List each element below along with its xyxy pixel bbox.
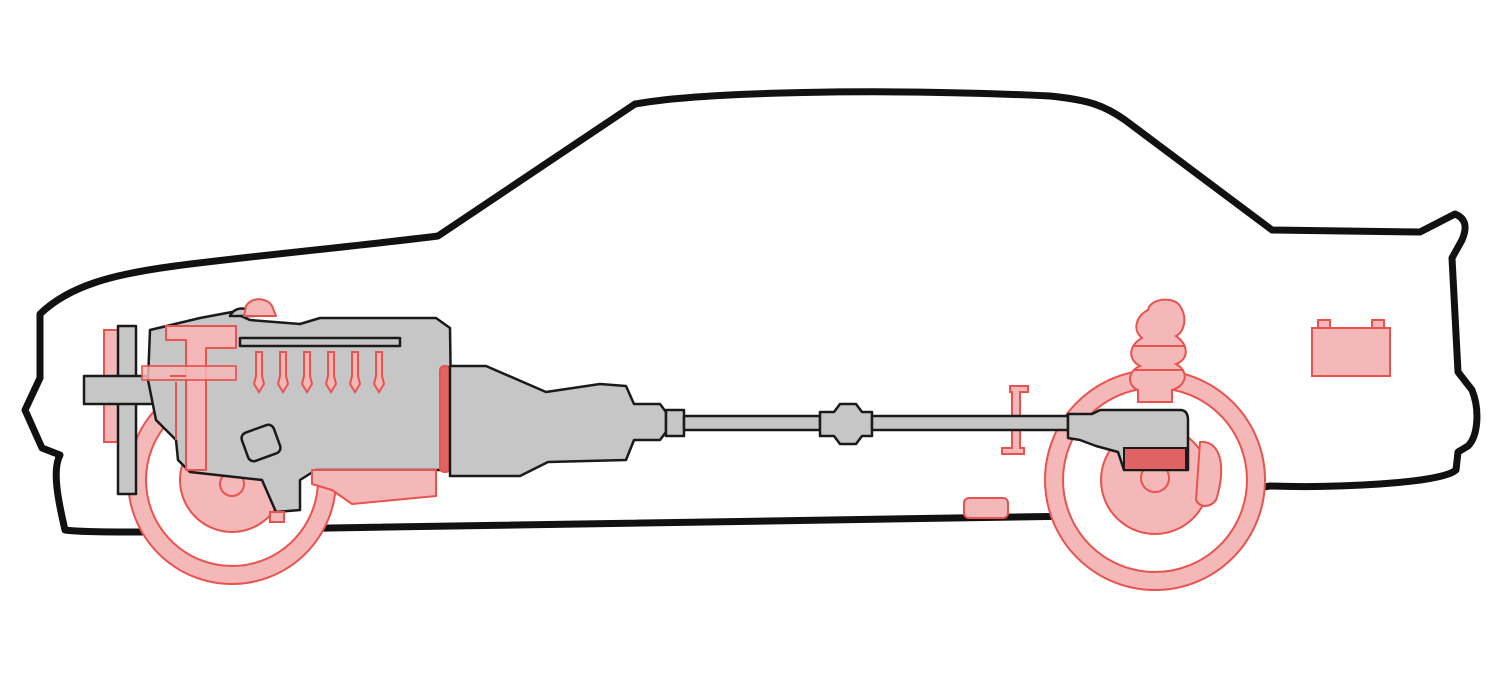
rear-spring: [1129, 298, 1187, 403]
engine: [82, 298, 454, 514]
fuel-injectors: [252, 351, 386, 394]
driveshaft: [664, 402, 1070, 446]
oil-pan: [311, 469, 437, 505]
clutch-flange: [439, 365, 451, 473]
fuel-canister: [963, 497, 1009, 519]
battery: [1311, 319, 1391, 377]
rear-differential: [1066, 408, 1190, 472]
oil-drain-plug: [269, 511, 285, 523]
